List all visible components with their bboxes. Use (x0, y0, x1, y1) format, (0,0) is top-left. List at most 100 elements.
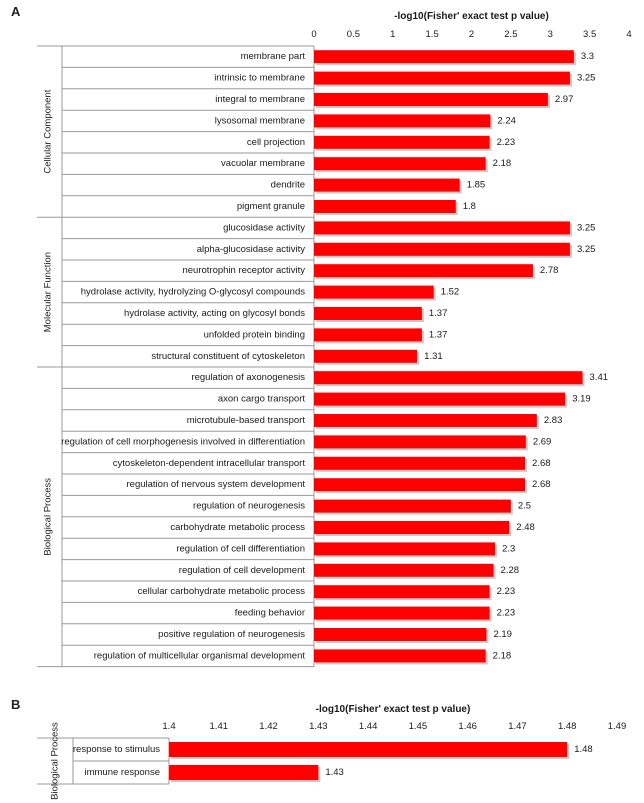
bar (314, 478, 526, 492)
bar (314, 307, 422, 320)
bar (314, 50, 574, 64)
bar (169, 765, 319, 780)
x-tick-label: 1.47 (508, 721, 527, 732)
value-label: 2.69 (533, 436, 552, 447)
category-label: structural constituent of cytoskeleton (151, 351, 305, 362)
value-label: 2.68 (532, 458, 551, 469)
category-label: unfolded protein binding (204, 329, 305, 340)
bar (314, 563, 494, 577)
bar (314, 414, 537, 427)
category-label: lysosomal membrane (215, 115, 305, 126)
x-tick-label: 1.4 (162, 721, 175, 732)
chart-b: -log10(Fisher' exact test p value) 1.4 1.4… (37, 704, 626, 800)
x-tick-label: 1.48 (558, 721, 577, 732)
category-label: regulation of cell morphogenesis involve… (61, 436, 305, 447)
category-label: response to stimulus (73, 744, 160, 755)
x-tick-label: 1.46 (458, 721, 477, 732)
x-tick-label: 1.43 (309, 721, 328, 732)
bar (314, 649, 486, 663)
category-label: pigment granule (237, 201, 305, 212)
category-label: regulation of cell development (179, 565, 306, 576)
x-tick-label: 1.41 (210, 721, 229, 732)
bar (314, 371, 583, 385)
bar (314, 135, 490, 149)
value-label: 3.19 (572, 394, 591, 405)
category-label: integral to membrane (215, 94, 305, 105)
value-label: 2.97 (555, 94, 574, 105)
bar (314, 606, 490, 620)
bar (314, 521, 510, 534)
value-label: 2.83 (544, 415, 563, 426)
value-label: 3.41 (590, 372, 609, 383)
x-tick-label: 3.5 (583, 29, 596, 40)
x-tick-label: 3 (548, 29, 553, 40)
value-label: 2.68 (532, 479, 551, 490)
value-label: 2.24 (497, 115, 516, 126)
x-tick-label: 2.5 (504, 29, 517, 40)
value-label: 2.19 (493, 629, 512, 640)
bar (314, 114, 491, 128)
bar (314, 264, 533, 278)
category-label: glucosidase activity (223, 222, 305, 233)
value-label: 1.37 (429, 329, 448, 340)
value-label: 1.8 (463, 201, 476, 212)
group-label: Cellular Component (43, 89, 54, 173)
bar (314, 242, 570, 256)
value-label: 3.25 (577, 222, 596, 233)
value-label: 2.23 (497, 137, 516, 148)
category-label: carbohydrate metabolic process (170, 522, 305, 533)
x-tick-label: 1.44 (359, 721, 378, 732)
category-label: neurotrophin receptor activity (182, 265, 305, 276)
category-label: dendrite (271, 180, 305, 191)
category-label: axon cargo transport (218, 394, 305, 405)
category-label: cell projection (247, 137, 305, 148)
value-label: 1.43 (325, 767, 344, 778)
x-tick-label: 1.45 (409, 721, 428, 732)
bar (314, 542, 496, 556)
bar (169, 742, 568, 757)
bar (314, 435, 526, 449)
value-label: 2.18 (493, 158, 512, 169)
panel-b-letter: B (11, 697, 20, 712)
group-label: Molecular Function (43, 252, 54, 332)
x-tick-label: 1.42 (259, 721, 278, 732)
category-label: feeding behavior (235, 608, 305, 619)
x-axis-title: -log10(Fisher' exact test p value) (316, 704, 471, 715)
value-label: 2.23 (497, 586, 516, 597)
category-label: vacuolar membrane (221, 158, 305, 169)
category-label: regulation of multicellular organismal d… (94, 650, 306, 661)
x-tick-label: 1 (390, 29, 395, 40)
category-label: immune response (84, 767, 160, 778)
x-tick-label: 0 (311, 29, 316, 40)
group-label: Biological Process (43, 478, 54, 556)
x-axis-title: -log10(Fisher' exact test p value) (394, 11, 549, 22)
x-tick-label: 1.49 (608, 721, 627, 732)
value-label: 3.25 (577, 73, 596, 84)
bar (314, 71, 570, 85)
category-label: hydrolase activity, hydrolyzing O-glycos… (81, 287, 305, 298)
category-label: cellular carbohydrate metabolic process (138, 586, 306, 597)
x-tick-label: 0.5 (347, 29, 360, 40)
category-label: hydrolase activity, acting on glycosyl b… (124, 308, 305, 319)
value-label: 2.28 (501, 565, 520, 576)
value-label: 1.31 (424, 351, 443, 362)
value-label: 3.3 (581, 51, 594, 62)
category-label: intrinsic to membrane (214, 73, 305, 84)
category-label: membrane part (241, 51, 306, 62)
chart-a: -log10(Fisher' exact test p value) 0 0.5 1 1… (37, 11, 632, 668)
x-tick-label: 2 (469, 29, 474, 40)
value-label: 2.23 (497, 608, 516, 619)
value-label: 2.18 (493, 650, 512, 661)
value-label: 1.52 (441, 287, 460, 298)
bar (314, 499, 511, 513)
category-label: positive regulation of neurogenesis (158, 629, 305, 640)
bar (314, 328, 422, 342)
value-label: 1.85 (467, 180, 486, 191)
category-label: regulation of nervous system development (127, 479, 306, 490)
category-label: regulation of axonogenesis (191, 372, 305, 383)
value-label: 2.3 (502, 543, 515, 554)
bar (314, 392, 566, 406)
bar (314, 200, 456, 213)
bar (314, 221, 570, 235)
